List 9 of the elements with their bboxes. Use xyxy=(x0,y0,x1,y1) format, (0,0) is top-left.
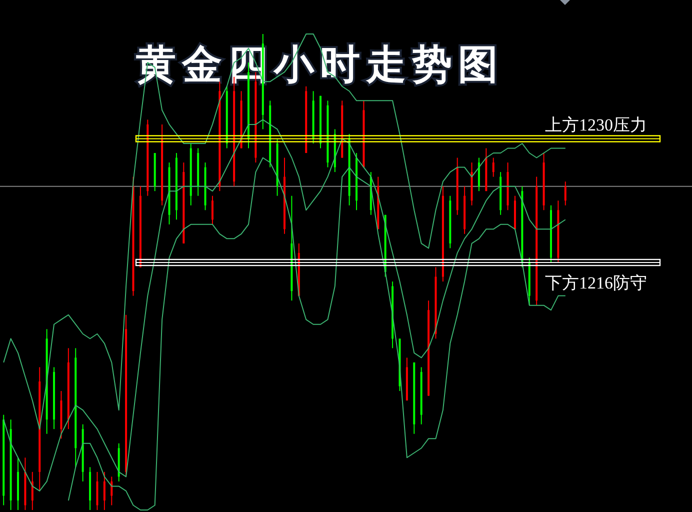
candlestick xyxy=(31,471,34,510)
candlestick xyxy=(478,157,480,192)
candlestick xyxy=(211,195,214,225)
candlestick xyxy=(492,157,494,178)
ref-line-label: 下方1216防守 xyxy=(545,273,647,292)
candlestick xyxy=(96,471,98,510)
ref-line-label: 上方1230压力 xyxy=(545,116,647,135)
candlestick xyxy=(564,181,566,206)
candlestick xyxy=(103,471,106,510)
